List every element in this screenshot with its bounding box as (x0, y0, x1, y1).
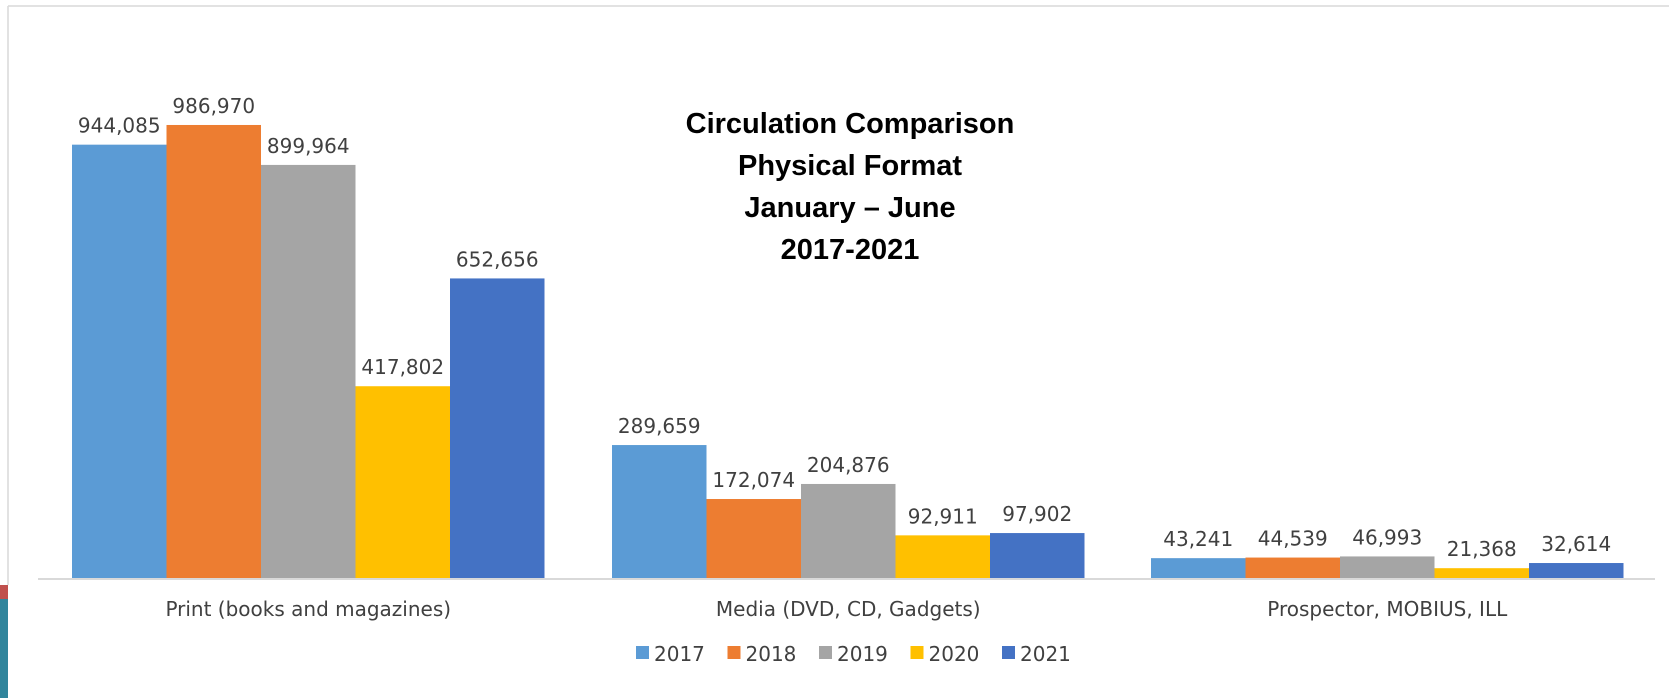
bar-2021-1 (990, 533, 1085, 578)
legend-label-2018: 2018 (746, 642, 797, 666)
bar-2020-2 (1434, 568, 1529, 578)
legend-swatch-2019 (819, 646, 832, 659)
category-label-2: Prospector, MOBIUS, ILL (1267, 597, 1508, 621)
legend-swatch-2021 (1002, 646, 1015, 659)
category-label-0: Print (books and magazines) (165, 597, 451, 621)
data-label-2021-0: 652,656 (456, 247, 539, 271)
bar-2019-1 (801, 483, 896, 578)
data-label-2019-1: 204,876 (807, 453, 890, 477)
data-label-2019-2: 46,993 (1352, 525, 1422, 549)
data-label-2019-0: 899,964 (267, 134, 350, 158)
legend-swatch-2017 (636, 646, 649, 659)
chart-title: Circulation Comparison Physical Format J… (640, 103, 1060, 271)
category-label-1: Media (DVD, CD, Gadgets) (716, 597, 981, 621)
data-label-2017-1: 289,659 (618, 414, 701, 438)
bar-2020-1 (895, 535, 990, 578)
bars-group (72, 124, 1624, 579)
data-label-2020-2: 21,368 (1447, 537, 1517, 561)
slide-edge-red-strip (0, 585, 8, 599)
data-label-2021-2: 32,614 (1541, 532, 1611, 556)
data-labels-group: 944,085 986,970 899,964 417,802 652,656 289,6… (78, 94, 1611, 561)
legend-swatch-2018 (727, 646, 741, 659)
legend-label-2020: 2020 (929, 642, 980, 666)
bar-2021-0 (450, 278, 545, 578)
slide-edge-teal-strip (0, 599, 8, 698)
legend-label-2021: 2021 (1020, 642, 1071, 666)
bar-2021-2 (1529, 563, 1624, 578)
legend-label-2019: 2019 (837, 642, 888, 666)
legend-swatch-2020 (910, 646, 924, 659)
chart-title-line-3: January – June (744, 192, 956, 224)
bar-2020-0 (355, 386, 450, 578)
bar-2017-2 (1151, 558, 1246, 578)
data-label-2020-0: 417,802 (361, 355, 444, 379)
bar-2018-0 (166, 124, 261, 578)
bar-2019-0 (261, 164, 356, 579)
data-label-2020-1: 92,911 (908, 504, 978, 528)
category-labels-group: Print (books and magazines) Media (DVD, C… (165, 597, 1508, 621)
bar-2018-1 (706, 499, 801, 578)
data-label-2021-1: 97,902 (1002, 502, 1072, 526)
bar-2018-2 (1245, 557, 1340, 578)
legend: 2017 2018 2019 2020 2021 (636, 642, 1071, 666)
data-label-2017-2: 43,241 (1163, 527, 1233, 551)
data-label-2018-1: 172,074 (712, 468, 795, 492)
chart-title-line-1: Circulation Comparison (685, 108, 1015, 140)
data-label-2018-0: 986,970 (172, 94, 255, 118)
bar-2017-1 (612, 445, 707, 578)
data-label-2017-0: 944,085 (78, 114, 161, 138)
chart-title-line-2: Physical Format (737, 150, 963, 182)
chart-title-line-4: 2017-2021 (780, 234, 920, 266)
data-label-2018-2: 44,539 (1258, 527, 1328, 551)
bar-2019-2 (1340, 556, 1435, 578)
bar-2017-0 (72, 144, 167, 578)
legend-label-2017: 2017 (654, 642, 705, 666)
